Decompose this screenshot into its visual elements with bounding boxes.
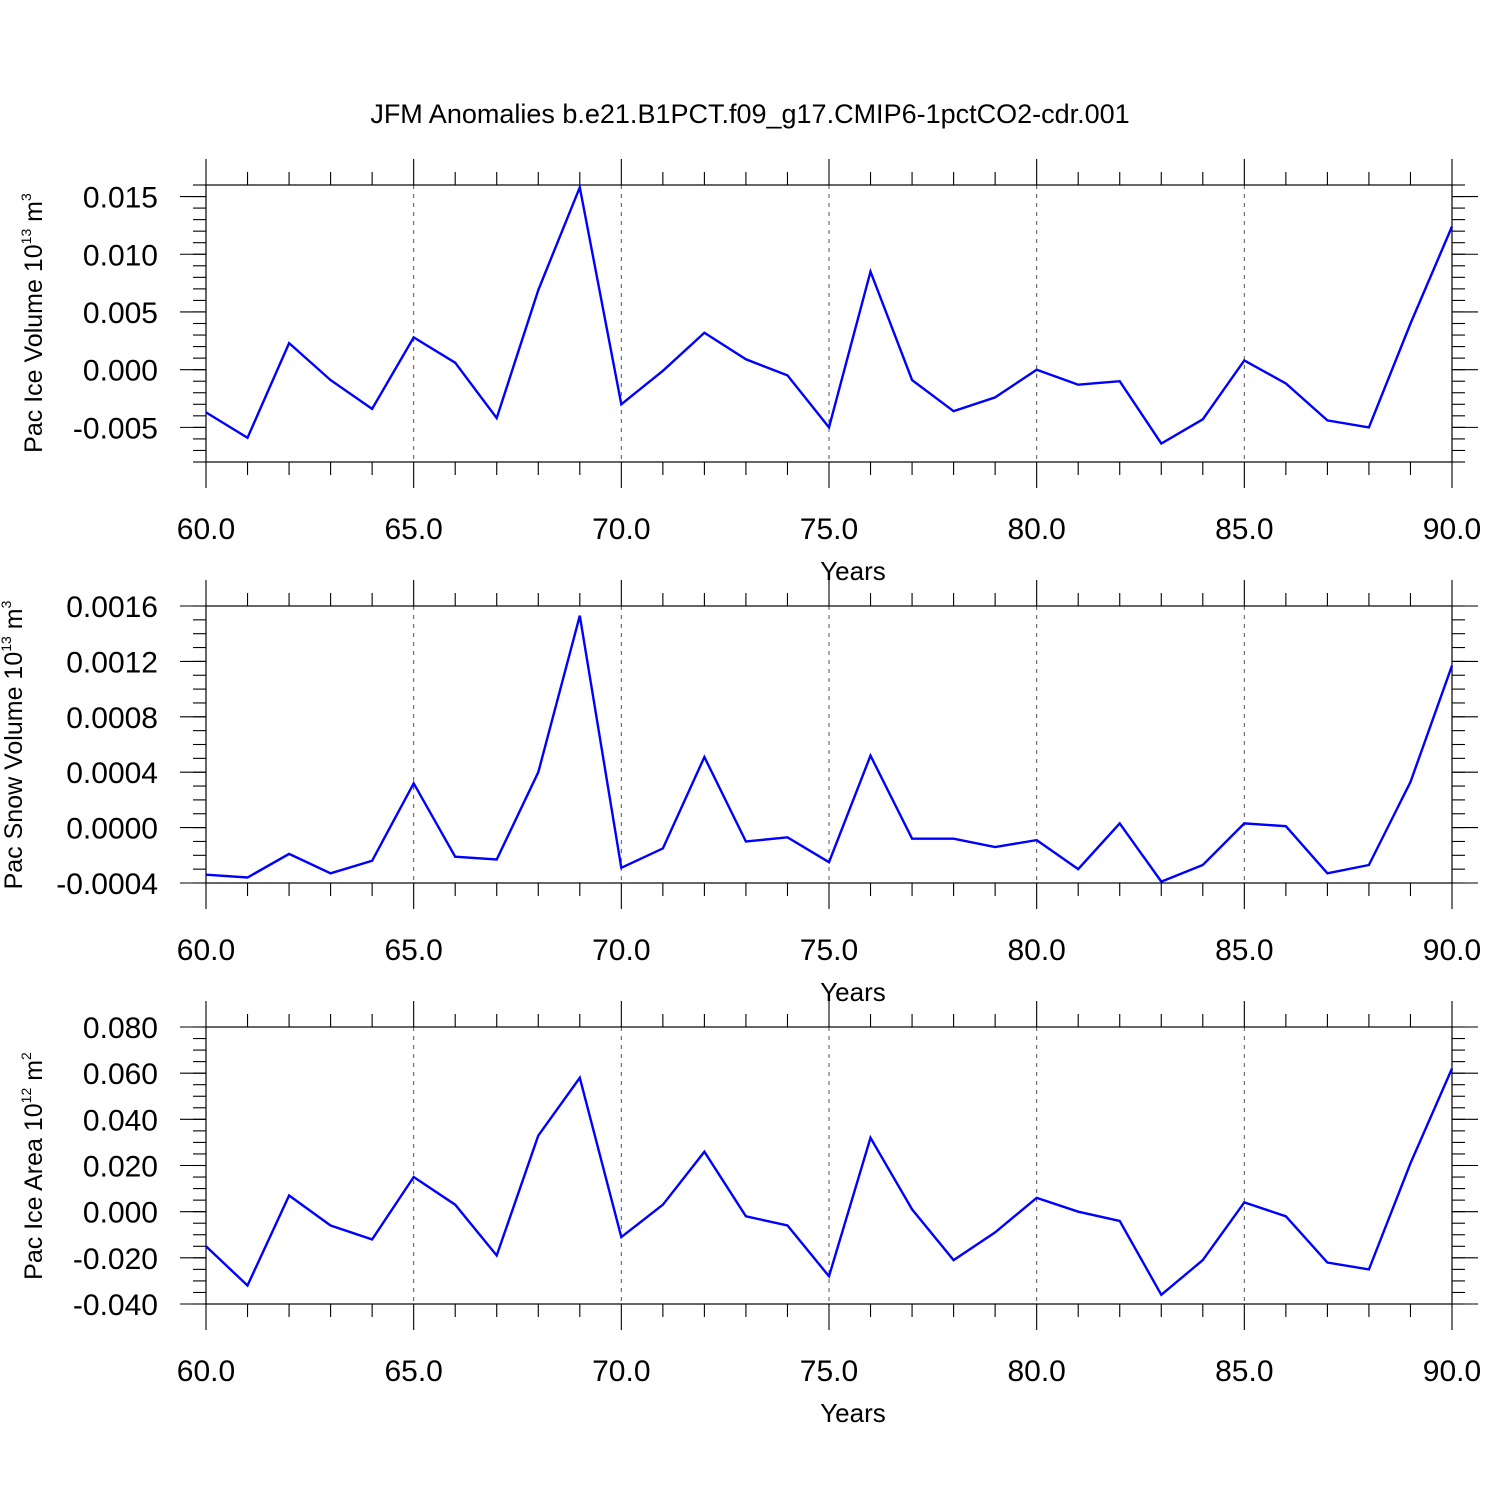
- x-tick-label: 85.0: [1215, 1355, 1273, 1388]
- panel-snow-volume: 60.0 65.0 70.0 75.0 80.0 85.0 90.0 -0.0004 0.000…: [0, 580, 1481, 1007]
- y-tick-label: 0.0016: [66, 591, 158, 624]
- y-tick-label: 0.010: [83, 239, 158, 272]
- x-tick-label: 90.0: [1423, 934, 1481, 967]
- series-line: [205, 183, 1454, 446]
- x-tick-label: 65.0: [384, 1355, 442, 1388]
- y-tick-label: 0.0012: [66, 646, 158, 679]
- series-line: [205, 1068, 1454, 1297]
- figure-title: JFM Anomalies b.e21.B1PCT.f09_g17.CMIP6-…: [370, 99, 1129, 129]
- y-tick-label: 0.020: [83, 1151, 158, 1184]
- y-tick-label: 0.000: [83, 1197, 158, 1230]
- x-tick-label: 75.0: [800, 934, 858, 967]
- x-tick-label: 65.0: [384, 513, 442, 546]
- x-tick-label: 80.0: [1007, 513, 1065, 546]
- x-tick-label: 70.0: [592, 1355, 650, 1388]
- x-tick-label: 70.0: [592, 934, 650, 967]
- x-tick-label: 60.0: [177, 1355, 235, 1388]
- x-tick-label: 80.0: [1007, 1355, 1065, 1388]
- x-tick-label: 75.0: [800, 513, 858, 546]
- x-tick-label: 85.0: [1215, 934, 1273, 967]
- x-tick-label: 60.0: [177, 513, 235, 546]
- y-tick-label: -0.005: [73, 412, 158, 445]
- y-tick-label: 0.015: [83, 182, 158, 215]
- x-tick-label: 65.0: [384, 934, 442, 967]
- y-axis-label: Pac Ice Area 1012 m2: [18, 1052, 48, 1280]
- y-tick-label: -0.020: [73, 1243, 158, 1276]
- y-tick-label: 0.040: [83, 1104, 158, 1137]
- x-axis-label: Years: [820, 1398, 886, 1428]
- x-tick-label: 70.0: [592, 513, 650, 546]
- panel-ice-volume: 60.0 65.0 70.0 75.0 80.0 85.0 90.0 -0.005 0.000 0…: [18, 159, 1481, 586]
- y-axis-label: Pac Ice Volume 1013 m3: [18, 193, 48, 453]
- y-tick-label: 0.0000: [66, 813, 158, 846]
- y-tick-label: 0.000: [83, 355, 158, 388]
- panel-ice-area: 60.0 65.0 70.0 75.0 80.0 85.0 90.0 -0.040 -0.020…: [18, 1001, 1481, 1428]
- y-axis-label: Pac Snow Volume 1013 m3: [0, 600, 28, 889]
- y-tick-label: -0.040: [73, 1289, 158, 1322]
- y-tick-label: 0.080: [83, 1012, 158, 1045]
- y-tick-label: 0.005: [83, 297, 158, 330]
- x-axis-label: Years: [820, 977, 886, 1007]
- x-tick-label: 75.0: [800, 1355, 858, 1388]
- x-tick-label: 80.0: [1007, 934, 1065, 967]
- x-tick-label: 85.0: [1215, 513, 1273, 546]
- y-tick-label: -0.0004: [56, 868, 158, 901]
- x-axis-label: Years: [820, 556, 886, 586]
- y-tick-label: 0.0004: [66, 757, 158, 790]
- y-tick-label: 0.0008: [66, 702, 158, 735]
- series-line: [205, 615, 1454, 884]
- x-tick-label: 90.0: [1423, 513, 1481, 546]
- x-tick-label: 90.0: [1423, 1355, 1481, 1388]
- y-tick-label: 0.060: [83, 1058, 158, 1091]
- x-tick-label: 60.0: [177, 934, 235, 967]
